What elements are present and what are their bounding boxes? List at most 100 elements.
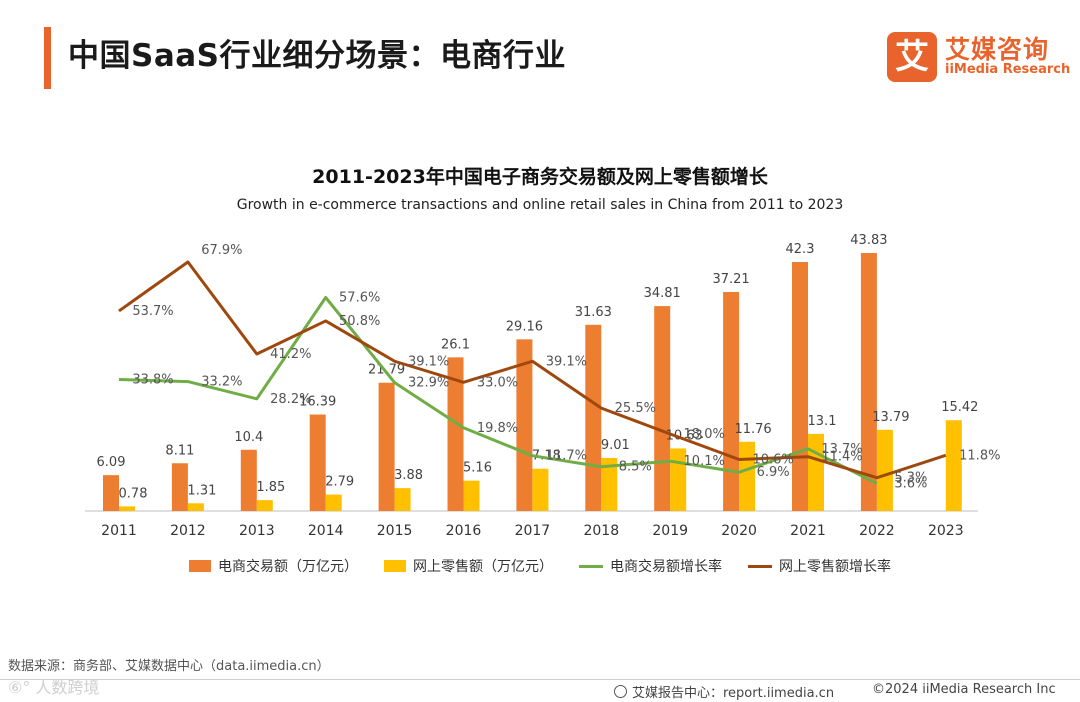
label-ecommerce-2019: 34.81: [644, 286, 681, 301]
label-retail-growth-2015: 39.1%: [408, 354, 449, 369]
label-retail-growth-2016: 33.0%: [477, 375, 518, 390]
bar-ecommerce-2015: [378, 382, 395, 511]
bar-ecommerce-2012: [171, 463, 188, 511]
x-tick-2014: 2014: [308, 523, 344, 539]
label-ecommerce-growth-2017: 11.7%: [546, 449, 587, 464]
label-retail-growth-2021: 11.4%: [821, 450, 862, 465]
label-ecommerce-growth-2016: 19.8%: [477, 421, 518, 436]
footer-divider: [0, 679, 1080, 680]
bar-online-retail-2014: [325, 494, 342, 511]
bar-ecommerce-2013: [240, 449, 257, 511]
x-tick-2018: 2018: [583, 523, 619, 539]
line-retail-growth: [118, 260, 947, 480]
title-accent-bar: [44, 27, 51, 89]
logo-mark: 艾: [887, 32, 937, 82]
legend-label-online-retail: 网上零售额（万亿元）: [413, 559, 553, 575]
logo-cn-text: 艾媒咨询: [945, 35, 1050, 64]
bar-online-retail-2018: [601, 457, 618, 511]
label-ecommerce-growth-2022: 3.6%: [894, 477, 927, 492]
x-tick-2013: 2013: [239, 523, 275, 539]
legend-item-ecommerce: 电商交易额（万亿元）: [189, 556, 358, 576]
label-ecommerce-growth-2012: 33.2%: [201, 375, 242, 390]
x-tick-2023: 2023: [928, 523, 964, 539]
footer-copyright: ©2024 iiMedia Research Inc: [872, 682, 1056, 697]
bar-online-retail-2023: [945, 420, 962, 511]
chart-legend: 电商交易额（万亿元） 网上零售额（万亿元） 电商交易额增长率 网上零售额增长率: [0, 556, 1080, 576]
label-ecommerce-growth-2018: 8.5%: [619, 460, 652, 475]
bar-online-retail-2021: [808, 433, 824, 511]
bar-ecommerce-2014: [309, 414, 326, 511]
label-ecommerce-growth-2015: 32.9%: [408, 376, 449, 391]
x-tick-2019: 2019: [652, 523, 688, 539]
page-title: 中国SaaS行业细分场景：电商行业: [68, 38, 566, 74]
bar-online-retail-2016: [463, 480, 480, 511]
legend-item-online-retail: 网上零售额（万亿元）: [384, 556, 553, 576]
x-tick-2015: 2015: [377, 523, 413, 539]
label-ecommerce-growth-2011: 33.8%: [132, 373, 173, 388]
bar-ecommerce-2022: [860, 253, 877, 511]
label-online-retail-2023: 15.42: [941, 400, 978, 415]
watermark: ⑥° 人数跨境: [8, 678, 100, 697]
label-online-retail-2012: 1.31: [187, 483, 216, 498]
bar-ecommerce-2021: [792, 262, 808, 511]
iimedia-logo: 艾 艾媒咨询 iiMedia Research: [887, 30, 1071, 86]
label-ecommerce-2022: 43.83: [850, 233, 887, 248]
bar-online-retail-2012: [187, 503, 204, 511]
label-online-retail-2016: 5.16: [463, 461, 492, 476]
label-ecommerce-2017: 29.16: [506, 319, 543, 334]
bar-ecommerce-2018: [585, 324, 602, 511]
label-online-retail-2022: 13.79: [872, 410, 909, 425]
label-ecommerce-growth-2019: 10.1%: [684, 454, 725, 469]
chart-title: 2011-2023年中国电子商务交易额及网上零售额增长: [312, 166, 768, 188]
label-retail-growth-2012: 67.9%: [201, 243, 242, 258]
label-retail-growth-2011: 53.7%: [132, 304, 173, 319]
x-tick-2017: 2017: [515, 523, 551, 539]
legend-swatch-ecommerce-growth: [579, 564, 603, 568]
footer-report-link[interactable]: 艾媒报告中心：report.iimedia.cn: [614, 682, 834, 701]
legend-item-ecommerce-growth: 电商交易额增长率: [579, 556, 722, 576]
label-ecommerce-2016: 26.1: [441, 337, 470, 352]
bar-ecommerce-2011: [103, 475, 119, 511]
bar-ecommerce-2017: [516, 339, 533, 511]
label-online-retail-2013: 1.85: [256, 480, 285, 495]
label-retail-growth-2019: 18.0%: [684, 427, 725, 442]
label-ecommerce-growth-2013: 28.2%: [270, 392, 311, 407]
label-ecommerce-2014: 16.39: [299, 395, 336, 410]
label-retail-growth-2014: 50.8%: [339, 314, 380, 329]
footer-report-text: 艾媒报告中心：report.iimedia.cn: [632, 686, 835, 701]
x-tick-2022: 2022: [859, 523, 895, 539]
bar-ecommerce-2020: [723, 291, 740, 511]
bar-ecommerce-2019: [654, 306, 671, 511]
globe-icon: [614, 685, 627, 698]
label-online-retail-2018: 9.01: [601, 438, 630, 453]
bar-online-retail-2011: [119, 506, 135, 511]
label-ecommerce-2021: 42.3: [786, 242, 815, 257]
x-tick-2020: 2020: [721, 523, 757, 539]
logo-en-text: iiMedia Research: [945, 62, 1071, 77]
label-retail-growth-2022: 5.3%: [894, 471, 927, 486]
label-retail-growth-2023: 11.8%: [959, 448, 1000, 463]
label-online-retail-2014: 2.79: [325, 475, 354, 490]
legend-swatch-online-retail: [384, 560, 406, 572]
label-retail-growth-2018: 25.5%: [615, 401, 656, 416]
line-ecommerce-growth: [118, 295, 878, 485]
label-online-retail-2021: 13.1: [808, 414, 837, 429]
label-ecommerce-2015: 21.79: [368, 363, 405, 378]
label-ecommerce-2018: 31.63: [575, 305, 612, 320]
label-online-retail-2011: 0.78: [119, 486, 148, 501]
legend-label-retail-growth: 网上零售额增长率: [779, 559, 891, 575]
label-ecommerce-growth-2021: 13.7%: [821, 442, 862, 457]
label-retail-growth-2017: 39.1%: [546, 354, 587, 369]
legend-swatch-retail-growth: [748, 564, 772, 568]
label-ecommerce-2011: 6.09: [97, 455, 126, 470]
data-source: 数据来源：商务部、艾媒数据中心（data.iimedia.cn）: [8, 659, 330, 674]
bar-online-retail-2013: [256, 500, 273, 511]
label-online-retail-2015: 3.88: [394, 468, 423, 483]
label-ecommerce-growth-2014: 57.6%: [339, 290, 380, 305]
label-online-retail-2019: 10.63: [666, 428, 703, 443]
label-ecommerce-growth-2020: 6.9%: [757, 465, 790, 480]
bar-online-retail-2015: [394, 488, 411, 511]
label-online-retail-2020: 11.76: [734, 422, 771, 437]
bar-online-retail-2022: [876, 429, 893, 511]
